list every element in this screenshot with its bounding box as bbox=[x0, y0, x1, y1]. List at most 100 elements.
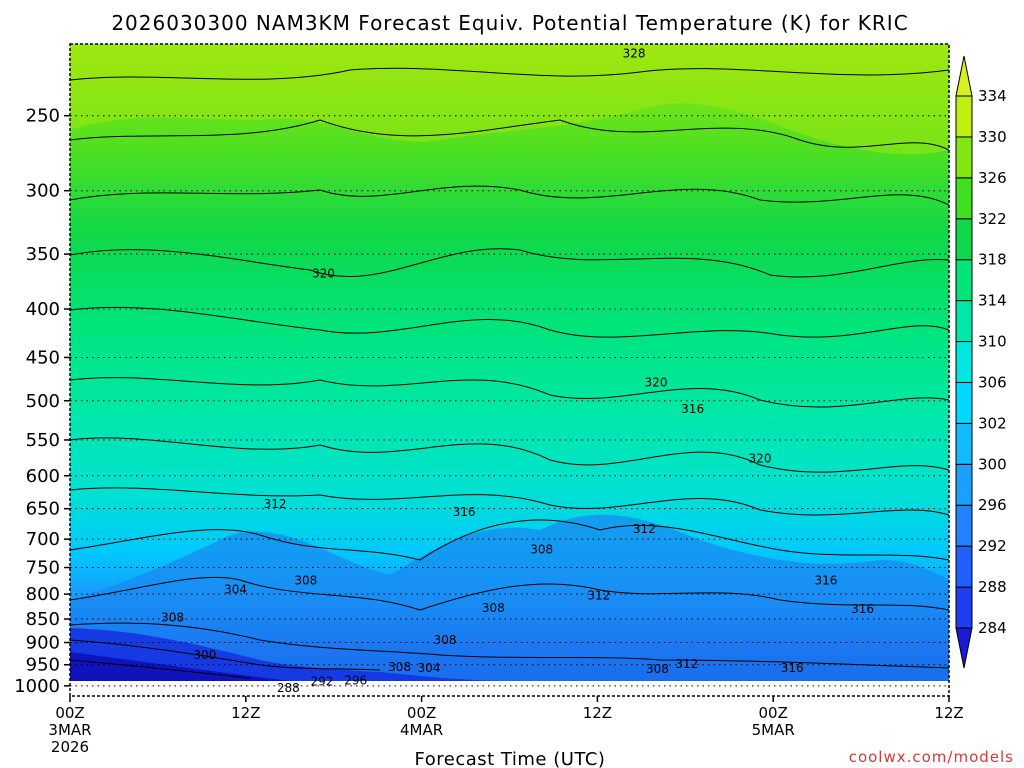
colorbar-swatch bbox=[955, 545, 973, 588]
contour-line bbox=[70, 576, 949, 611]
contour-line bbox=[70, 306, 949, 338]
colorbar-swatch bbox=[955, 218, 973, 261]
y-tick-label: 700 bbox=[26, 529, 60, 550]
colorbar-tick-label: 288 bbox=[978, 578, 1007, 596]
contour-label: 300 bbox=[193, 648, 216, 662]
x-tick-label: 4MAR bbox=[400, 721, 443, 739]
y-tick-label: 600 bbox=[26, 466, 60, 487]
y-tick-label: 300 bbox=[26, 181, 60, 202]
x-tick-label: 12Z bbox=[934, 704, 963, 722]
contour-labels: 328 320 320 316 320 312 316 312 308 308 304 312 316 3… bbox=[161, 47, 874, 695]
colorbar-high-arrow bbox=[955, 55, 973, 97]
contour-label: 328 bbox=[623, 47, 646, 61]
y-tick-label: 250 bbox=[26, 106, 60, 127]
colorbar-swatch bbox=[955, 177, 973, 220]
plot-area bbox=[70, 44, 949, 697]
contour-label: 320 bbox=[645, 375, 668, 389]
contour-label: 316 bbox=[453, 505, 476, 519]
contour-label: 308 bbox=[388, 660, 411, 674]
contour-label: 316 bbox=[681, 402, 704, 416]
contour-label: 316 bbox=[814, 573, 837, 587]
x-tick-label: 2026 bbox=[51, 738, 89, 756]
colorbar-swatch bbox=[955, 259, 973, 302]
contour-line bbox=[70, 487, 949, 516]
x-tick-label: 00Z bbox=[407, 704, 436, 722]
x-tick-label: 12Z bbox=[583, 704, 612, 722]
y-tick-label: 500 bbox=[26, 391, 60, 412]
colorbar-swatch bbox=[955, 300, 973, 343]
low-level-blue-region bbox=[70, 514, 949, 681]
contour-line bbox=[70, 185, 949, 206]
colorbar-swatch bbox=[955, 95, 973, 138]
contour-label: 304 bbox=[417, 661, 440, 675]
contour-label: 304 bbox=[224, 582, 247, 596]
contour-line bbox=[70, 248, 949, 278]
colorbar-swatch bbox=[955, 504, 973, 547]
contour-line bbox=[70, 67, 949, 81]
x-tick-label: 00Z bbox=[759, 704, 788, 722]
contour-label: 308 bbox=[294, 573, 317, 587]
contour-line bbox=[70, 519, 949, 561]
contour-label: 308 bbox=[161, 611, 184, 625]
x-tick-label: 3MAR bbox=[48, 721, 91, 739]
colorbar-tick-label: 302 bbox=[978, 414, 1007, 432]
contour-line bbox=[70, 119, 949, 151]
contour-line bbox=[70, 622, 949, 669]
colorbar-swatch bbox=[955, 136, 973, 179]
contour-line bbox=[70, 659, 251, 679]
contour-line bbox=[70, 377, 949, 408]
colorbar-tick-label: 292 bbox=[978, 537, 1007, 555]
y-tick-label: 400 bbox=[26, 299, 60, 320]
contour-label: 292 bbox=[311, 675, 334, 689]
contour-label: 312 bbox=[264, 497, 287, 511]
contour-line bbox=[70, 437, 949, 473]
credit-text: coolwx.com/models bbox=[849, 748, 1014, 766]
contour-label: 288 bbox=[277, 681, 300, 695]
y-tick-label: 350 bbox=[26, 244, 60, 265]
colorbar-tick-label: 314 bbox=[978, 292, 1007, 310]
y-tick-label: 800 bbox=[26, 584, 60, 605]
contour-label: 312 bbox=[675, 657, 698, 671]
y-tick-label: 450 bbox=[26, 347, 60, 368]
contour-label: 308 bbox=[530, 543, 553, 557]
contour-label: 320 bbox=[312, 267, 335, 281]
colorbar-tick-label: 326 bbox=[978, 169, 1007, 187]
colorbar-tick-label: 330 bbox=[978, 128, 1007, 146]
contour-label: 312 bbox=[587, 589, 610, 603]
contour-label: 320 bbox=[749, 451, 772, 465]
colorbar-swatch bbox=[955, 422, 973, 465]
x-axis-label: Forecast Time (UTC) bbox=[415, 749, 606, 768]
y-tick-label: 550 bbox=[26, 430, 60, 451]
y-tick-label: 850 bbox=[26, 609, 60, 630]
y-tick-label: 1000 bbox=[14, 676, 60, 697]
colorbar-tick-label: 300 bbox=[978, 455, 1007, 473]
colorbar-swatch bbox=[955, 586, 973, 629]
colorbar-tick-label: 318 bbox=[978, 251, 1007, 269]
near-surface-darkest-region bbox=[70, 652, 290, 681]
x-tick-label: 00Z bbox=[55, 704, 84, 722]
colorbar-tick-label: 306 bbox=[978, 373, 1007, 391]
plot-frame bbox=[69, 43, 950, 697]
contour-lines bbox=[70, 67, 949, 679]
colorbar: 284 288 292 296 300 302 306 310 314 318 322 326 330 3… bbox=[955, 55, 1007, 669]
upper-light-green-region bbox=[70, 44, 949, 155]
colorbar-swatch bbox=[955, 463, 973, 506]
colorbar-swatch bbox=[955, 341, 973, 383]
colorbar-tick-label: 284 bbox=[978, 619, 1007, 637]
terrain-band bbox=[70, 683, 949, 697]
contour-label: 312 bbox=[633, 522, 656, 536]
colorbar-swatch bbox=[955, 381, 973, 424]
x-tick-label: 5MAR bbox=[752, 721, 795, 739]
contour-label: 296 bbox=[344, 673, 367, 687]
x-tick-label: 12Z bbox=[231, 704, 260, 722]
y-axis: 250 300 350 400 450 500 550 600 650 700 750 800 850 9… bbox=[14, 106, 949, 697]
contour-label: 308 bbox=[482, 601, 505, 615]
contour-line bbox=[70, 639, 381, 671]
y-tick-label: 950 bbox=[26, 655, 60, 676]
colorbar-low-arrow bbox=[955, 627, 973, 669]
colorbar-tick-label: 296 bbox=[978, 496, 1007, 514]
y-tick-label: 750 bbox=[26, 558, 60, 579]
contour-label: 308 bbox=[434, 633, 457, 647]
